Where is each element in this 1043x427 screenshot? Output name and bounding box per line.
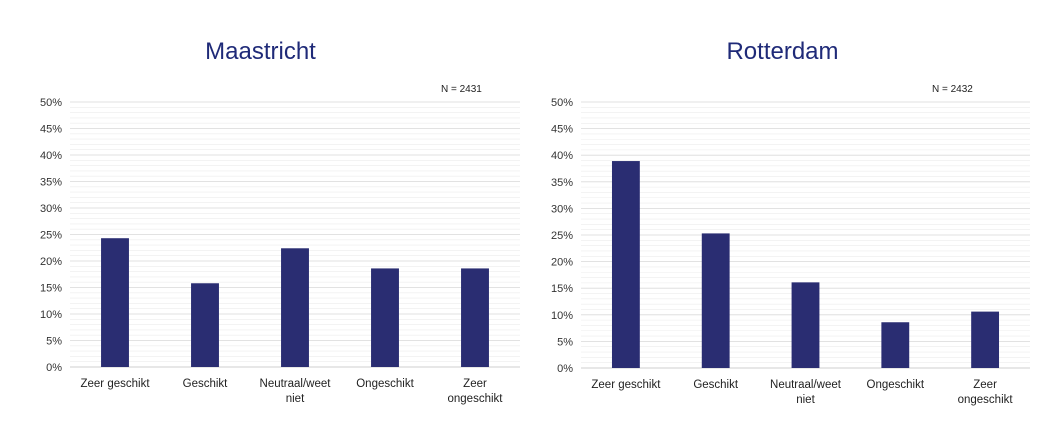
x-category-label: Ongeschikt [867, 379, 925, 391]
y-tick-label: 35% [40, 177, 62, 189]
bar [881, 322, 910, 368]
x-category-label: ongeschikt [448, 393, 504, 405]
x-category-label: Zeer [463, 378, 487, 390]
y-tick-label: 20% [551, 257, 573, 269]
y-tick-label: 5% [46, 336, 62, 348]
chart-panel-rotterdam: Rotterdam N = 2432 0% 5% 10% 15% 20% 25% 30% 35… [522, 0, 1043, 427]
bar [461, 268, 489, 367]
y-tick-label: 25% [40, 230, 62, 242]
bar [371, 268, 399, 367]
y-tick-label: 50% [551, 97, 573, 109]
y-tick-label: 30% [40, 203, 62, 215]
y-tick-label: 45% [551, 124, 573, 136]
bar [101, 238, 129, 367]
x-category-label: ongeschikt [958, 394, 1014, 406]
y-tick-label: 20% [40, 256, 62, 268]
x-category-label: Neutraal/weet [260, 378, 332, 390]
y-tick-label: 15% [40, 283, 62, 295]
bar [191, 283, 219, 367]
x-category-label: Zeer geschikt [591, 379, 661, 391]
bar-chart-maastricht: 0% 5% 10% 15% 20% 25% 30% 35% 40% 45% 50% Zeer gesc… [40, 97, 520, 405]
y-tick-label: 5% [557, 336, 573, 348]
sample-size-label: N = 2431 [441, 84, 482, 95]
x-category-label: Geschikt [693, 379, 739, 391]
chart-title: Maastricht [205, 38, 316, 65]
y-tick-label: 0% [557, 363, 573, 375]
bar [281, 248, 309, 367]
x-category-label: niet [796, 394, 815, 406]
x-category-label: Zeer geschikt [80, 378, 150, 390]
y-tick-label: 40% [40, 150, 62, 162]
chart-panel-maastricht: Maastricht N = 2431 0% 5% 10% 15% 20% 25% 30% 3… [0, 0, 521, 427]
x-category-label: Geschikt [183, 378, 229, 390]
bar [791, 282, 820, 368]
bar [611, 161, 640, 368]
x-category-label: niet [286, 393, 305, 405]
sample-size-label: N = 2432 [932, 84, 973, 95]
y-tick-label: 40% [551, 150, 573, 162]
y-tick-label: 15% [551, 283, 573, 295]
bar-chart-rotterdam: 0% 5% 10% 15% 20% 25% 30% 35% 40% 45% 50% Zeer gesc… [551, 97, 1030, 406]
y-tick-label: 45% [40, 124, 62, 136]
x-category-label: Zeer [973, 379, 997, 391]
bar [701, 233, 730, 368]
y-tick-label: 35% [551, 177, 573, 189]
y-tick-label: 0% [46, 362, 62, 374]
y-tick-label: 50% [40, 97, 62, 109]
y-tick-label: 10% [40, 309, 62, 321]
x-category-label: Ongeschikt [356, 378, 414, 390]
y-tick-label: 10% [551, 310, 573, 322]
bar [971, 311, 1000, 368]
chart-title: Rotterdam [726, 38, 839, 65]
y-tick-label: 25% [551, 230, 573, 242]
x-category-label: Neutraal/weet [770, 379, 842, 391]
y-tick-label: 30% [551, 203, 573, 215]
